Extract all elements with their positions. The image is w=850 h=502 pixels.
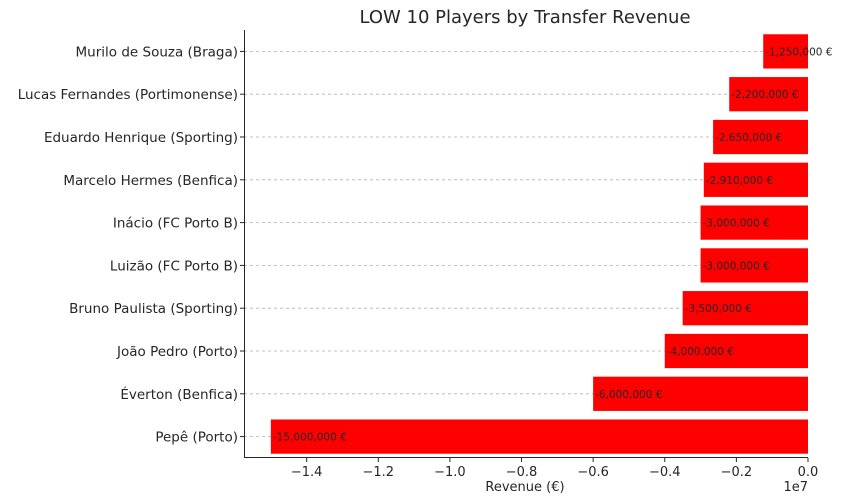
x-tick-label: −0.2 xyxy=(721,465,753,480)
data-label: -3,500,000 € xyxy=(685,303,752,315)
data-label: -2,650,000 € xyxy=(715,132,782,144)
bars xyxy=(270,34,808,454)
x-tick-label: −1.0 xyxy=(434,465,466,480)
x-tick-label: −1.4 xyxy=(291,465,323,480)
chart-title: LOW 10 Players by Transfer Revenue xyxy=(359,7,690,28)
bar xyxy=(700,248,808,283)
y-axis: Murilo de Souza (Braga) Lucas Fernandes (… xyxy=(18,44,244,446)
x-tick-label: −0.4 xyxy=(649,465,681,480)
y-tick-label: Lucas Fernandes (Portimonense) xyxy=(18,87,238,103)
data-labels: -1,250,000 € -2,200,000 € -2,650,000 € -2,9… xyxy=(273,46,833,443)
y-tick-label: Luizão (FC Porto B) xyxy=(110,258,238,274)
bar xyxy=(270,419,808,454)
bar xyxy=(664,333,808,369)
x-tick-label: −1.2 xyxy=(362,465,394,480)
bar xyxy=(682,291,808,326)
data-label: -3,000,000 € xyxy=(703,260,770,272)
data-label: -3,000,000 € xyxy=(703,218,770,230)
y-tick-label: Éverton (Benfica) xyxy=(120,386,238,403)
data-label: -2,910,000 € xyxy=(706,175,773,187)
bar xyxy=(729,77,808,112)
data-label: -15,000,000 € xyxy=(273,432,347,444)
x-axis-offset-label: 1e7 xyxy=(783,480,808,495)
bar xyxy=(713,119,808,155)
bar xyxy=(763,34,808,69)
bar xyxy=(703,162,808,197)
y-tick-label: Inácio (FC Porto B) xyxy=(113,216,238,232)
data-label: -1,250,000 € xyxy=(765,46,832,58)
y-tick-label: Pepê (Porto) xyxy=(155,430,238,446)
data-label: -2,200,000 € xyxy=(731,89,798,101)
data-label: -6,000,000 € xyxy=(595,389,662,401)
y-tick-label: Eduardo Henrique (Sporting) xyxy=(44,130,238,146)
bar xyxy=(700,205,808,240)
x-tick-label: 0.0 xyxy=(798,465,819,480)
y-tick-label: Marcelo Hermes (Benfica) xyxy=(63,173,238,189)
bar xyxy=(593,376,808,411)
x-tick-label: −0.6 xyxy=(577,465,609,480)
x-axis-label: Revenue (€) xyxy=(485,480,564,495)
data-label: -4,000,000 € xyxy=(667,346,734,358)
y-tick-label: Murilo de Souza (Braga) xyxy=(76,44,238,60)
y-tick-label: Bruno Paulista (Sporting) xyxy=(69,301,238,317)
y-tick-label: João Pedro (Porto) xyxy=(116,344,238,360)
x-axis: −1.4 −1.2 −1.0 −0.8 −0.6 −0.4 −0.2 0.0 xyxy=(291,458,818,480)
x-tick-label: −0.8 xyxy=(506,465,538,480)
